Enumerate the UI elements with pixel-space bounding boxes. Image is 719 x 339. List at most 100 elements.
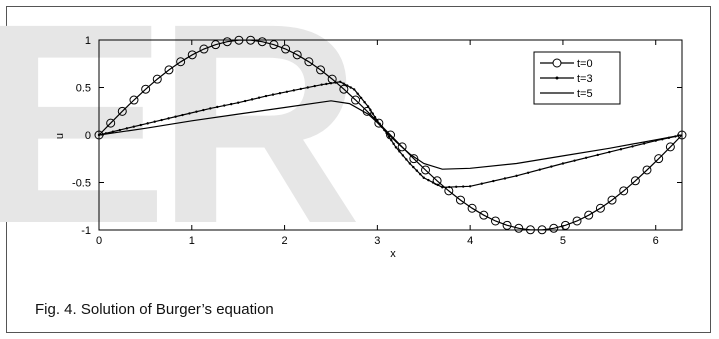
- data-point: [595, 203, 605, 213]
- data-point: [359, 96, 363, 100]
- data-point: [132, 125, 135, 128]
- data-point: [642, 165, 652, 175]
- data-point: [304, 57, 314, 67]
- data-point: [502, 220, 512, 230]
- legend-label: t=0: [577, 58, 593, 70]
- data-point: [455, 185, 458, 188]
- data-point: [250, 98, 254, 101]
- data-point: [371, 112, 374, 115]
- data-point: [550, 165, 553, 168]
- data-point: [665, 142, 675, 152]
- data-point: [427, 178, 430, 182]
- y-tick-label: 1: [85, 35, 91, 47]
- legend-marker: [555, 76, 559, 80]
- data-point: [141, 84, 151, 94]
- x-tick-label: 5: [560, 235, 566, 247]
- data-point: [153, 120, 156, 123]
- data-point: [278, 92, 282, 95]
- data-point: [596, 153, 599, 157]
- data-point: [164, 65, 174, 75]
- data-point: [187, 50, 197, 60]
- data-point: [234, 35, 244, 45]
- data-point: [160, 118, 163, 122]
- data-point: [117, 106, 127, 116]
- data-point: [503, 177, 507, 180]
- y-tick-label: 0: [85, 130, 91, 142]
- data-point: [468, 185, 472, 188]
- data-point: [356, 92, 359, 95]
- series-layer: [94, 35, 687, 235]
- data-point: [479, 210, 489, 220]
- data-point: [572, 216, 582, 226]
- data-point: [584, 156, 588, 159]
- data-point: [619, 148, 623, 151]
- data-point: [369, 108, 372, 112]
- data-point: [455, 195, 465, 205]
- data-point: [316, 65, 326, 75]
- x-tick-label: 4: [467, 235, 473, 247]
- data-point: [619, 186, 629, 196]
- series-line: [98, 100, 683, 170]
- data-point: [139, 123, 142, 127]
- data-point: [306, 86, 309, 89]
- data-point: [352, 88, 356, 91]
- data-point: [257, 96, 261, 99]
- data-point: [401, 154, 405, 157]
- data-point: [269, 40, 279, 50]
- x-tick-label: 1: [189, 235, 195, 247]
- series-t-5: [98, 100, 683, 170]
- figure-caption: Fig. 4. Solution of Burger’s equation: [35, 301, 274, 318]
- data-point: [538, 168, 541, 171]
- watermark-text: ER: [0, 0, 356, 283]
- tick-labels: 0 1 2 3 4 5 6 -1 -0.5 0 0.5 1: [72, 35, 659, 247]
- data-point: [346, 84, 349, 87]
- data-point: [325, 82, 328, 86]
- data-point: [339, 84, 349, 94]
- data-point: [560, 220, 570, 230]
- data-point: [230, 102, 233, 106]
- data-point: [292, 50, 302, 60]
- data-point: [392, 142, 395, 145]
- x-tick-label: 0: [96, 235, 102, 247]
- data-point: [349, 86, 352, 89]
- data-point: [390, 139, 393, 142]
- data-point: [398, 150, 401, 153]
- data-point: [342, 82, 345, 85]
- legend: t=0 t=3 t=5: [533, 51, 621, 105]
- data-point: [292, 89, 296, 92]
- data-point: [394, 146, 398, 149]
- series-t-3: [97, 80, 683, 189]
- data-point: [642, 142, 646, 145]
- data-point: [313, 84, 316, 88]
- legend-marker: [552, 58, 562, 68]
- data-point: [209, 107, 212, 110]
- data-point: [167, 117, 170, 120]
- data-point: [492, 179, 495, 183]
- data-point: [631, 145, 634, 148]
- data-point: [125, 127, 129, 130]
- data-point: [405, 158, 408, 161]
- data-point: [467, 203, 477, 213]
- data-point: [202, 108, 205, 112]
- data-point: [431, 181, 435, 184]
- data-point: [409, 154, 419, 164]
- data-point: [490, 216, 500, 226]
- data-point: [537, 225, 547, 235]
- data-point: [422, 176, 425, 179]
- x-axis-label: x: [390, 248, 396, 260]
- data-point: [515, 174, 518, 178]
- data-point: [363, 101, 366, 104]
- y-tick-label: 0.5: [76, 83, 91, 95]
- data-point: [118, 128, 122, 132]
- data-point: [281, 44, 291, 54]
- data-point: [329, 82, 333, 85]
- data-point: [216, 105, 219, 109]
- data-point: [271, 93, 275, 96]
- x-tick-label: 2: [282, 235, 288, 247]
- data-point: [299, 87, 303, 91]
- data-point: [152, 74, 162, 84]
- data-point: [373, 115, 377, 119]
- data-point: [561, 162, 565, 165]
